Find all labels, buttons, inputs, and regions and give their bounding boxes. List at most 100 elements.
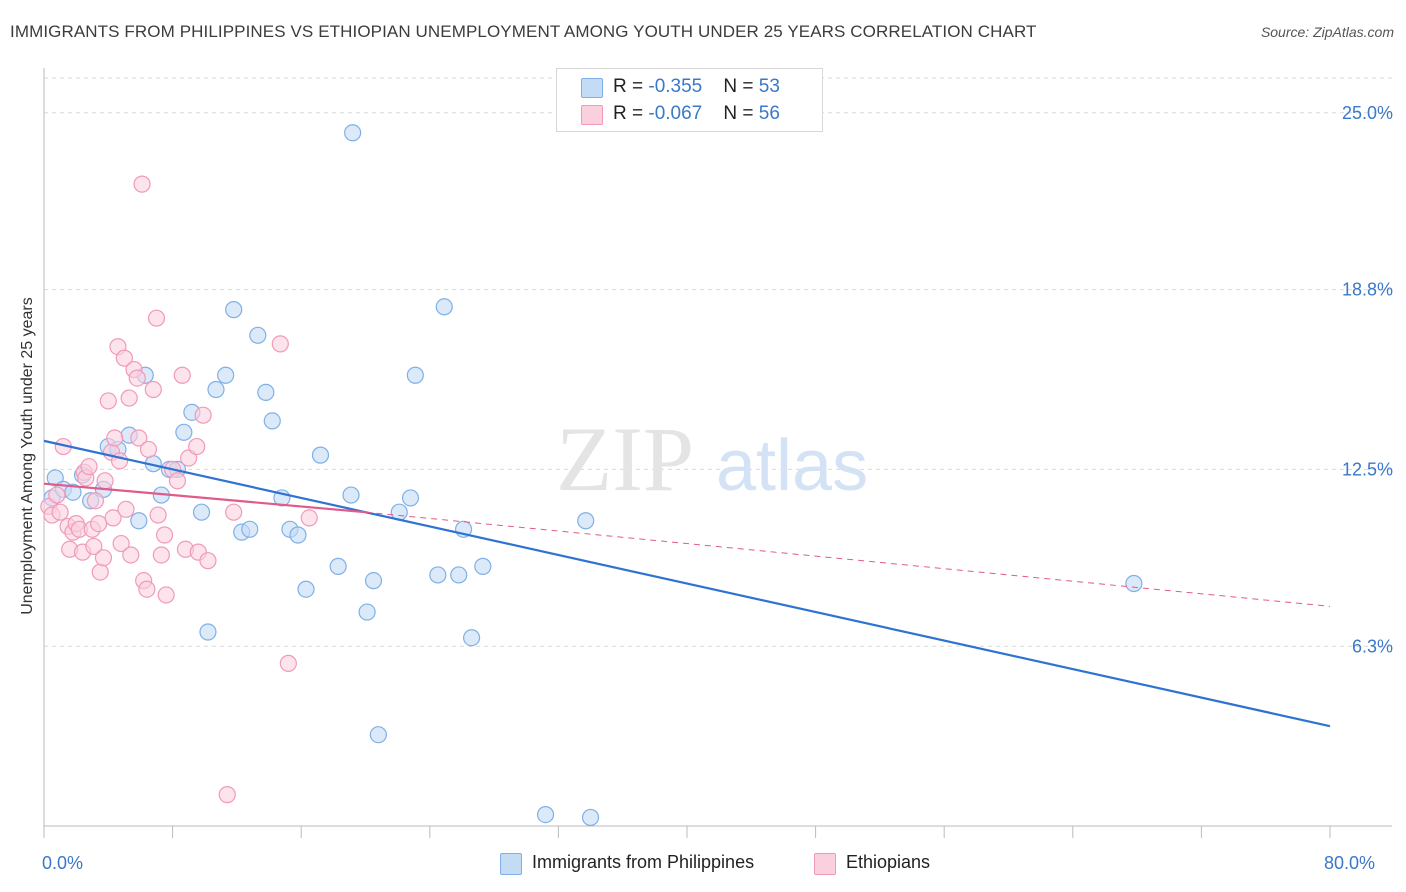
legend-swatch-ethiopians	[581, 105, 603, 125]
ethiopians-point	[120, 389, 138, 407]
source-label: Source: ZipAtlas.com	[1260, 24, 1394, 40]
legend-r-label: R =	[613, 103, 649, 124]
philippines-point	[257, 383, 275, 401]
ethiopians-point	[130, 429, 148, 447]
y-tick-label: 25.0%	[1342, 103, 1393, 123]
philippines-point	[450, 566, 468, 584]
x-tick-max: 80.0%	[1324, 853, 1376, 873]
philippines-point	[199, 623, 217, 641]
ethiopians-point	[115, 349, 133, 367]
legend-n-label: N =	[723, 103, 759, 124]
philippines-point	[1125, 574, 1143, 593]
ethiopians-point	[117, 500, 135, 518]
trend-line-ethiopians	[43, 482, 366, 514]
y-tick-label: 6.3%	[1352, 636, 1393, 656]
ethiopians-point	[144, 380, 162, 399]
ethiopians-point	[147, 309, 166, 327]
y-tick-label: 18.8%	[1342, 280, 1393, 300]
philippines-point	[435, 298, 453, 316]
philippines-point	[207, 380, 225, 399]
bottom-legend-swatch-ethiopians	[814, 853, 836, 875]
philippines-point	[289, 526, 307, 544]
ethiopians-point	[279, 654, 297, 672]
trend-line-philippines	[43, 439, 1331, 728]
ethiopians-point	[188, 437, 206, 456]
watermark-atlas: atlas	[716, 426, 868, 506]
ethiopians-point	[90, 514, 108, 533]
ethiopians-point	[51, 503, 69, 521]
philippines-point	[217, 366, 235, 384]
legend-n-value-ethiopians: 56	[758, 103, 780, 124]
philippines-point	[474, 557, 492, 575]
philippines-point	[192, 503, 211, 521]
ethiopians-point	[85, 537, 103, 556]
philippines-point	[263, 412, 281, 430]
philippines-point	[406, 366, 424, 384]
ethiopians-point	[106, 429, 124, 447]
chart-title: IMMIGRANTS FROM PHILIPPINES VS ETHIOPIAN…	[10, 22, 1037, 41]
ethiopians-point	[133, 175, 151, 193]
philippines-point	[249, 326, 267, 344]
philippines-point	[297, 580, 315, 598]
correlation-legend: R = -0.355 N = 53 R = -0.067 N = 56	[556, 68, 823, 132]
legend-n-value-philippines: 53	[758, 76, 780, 97]
series-ethiopians-points	[40, 175, 318, 804]
ethiopians-point	[218, 786, 236, 804]
watermark-zip: ZIP	[556, 408, 694, 510]
ethiopians-point	[112, 534, 130, 553]
ethiopians-point	[168, 472, 187, 490]
ethiopians-point	[96, 472, 114, 490]
philippines-point	[329, 557, 347, 575]
trend-lines	[43, 439, 1331, 728]
ethiopians-point	[173, 366, 191, 384]
philippines-point	[581, 808, 600, 827]
ethiopians-point	[157, 586, 175, 604]
philippines-point	[536, 805, 555, 824]
ethiopians-point	[104, 509, 122, 527]
ethiopians-point	[139, 440, 158, 459]
ethiopians-point	[48, 486, 66, 504]
ethiopians-point	[128, 369, 146, 387]
ethiopians-point	[199, 552, 217, 570]
ethiopians-point	[94, 549, 113, 567]
legend-r-value-philippines: -0.355	[648, 76, 703, 97]
ethiopians-point	[110, 452, 129, 470]
philippines-point	[225, 301, 243, 319]
legend-n-label: N =	[723, 76, 759, 97]
philippines-point	[342, 486, 360, 504]
ethiopians-point	[225, 503, 243, 521]
philippines-point	[401, 489, 420, 507]
axes	[43, 68, 1392, 838]
watermark: ZIP atlas	[556, 408, 868, 510]
ethiopians-point	[194, 406, 212, 424]
philippines-point	[369, 726, 387, 744]
philippines-point	[364, 572, 383, 590]
legend-r-value-ethiopians: -0.067	[648, 103, 703, 124]
y-tick-label: 12.5%	[1342, 459, 1393, 479]
gridlines	[44, 77, 1392, 647]
philippines-point	[175, 423, 193, 441]
philippines-point	[311, 446, 330, 464]
philippines-point	[358, 603, 376, 621]
ethiopians-point	[99, 392, 117, 410]
philippines-point	[429, 566, 447, 584]
philippines-point	[577, 512, 595, 530]
ethiopians-point	[300, 509, 318, 527]
ethiopians-point	[86, 492, 105, 510]
legend-swatch-philippines	[581, 78, 603, 98]
ethiopians-point	[271, 335, 289, 353]
philippines-point	[462, 629, 481, 647]
ethiopians-point	[91, 563, 109, 581]
trend-line-ethiopians-dashed	[365, 511, 1331, 607]
ethiopians-point	[122, 546, 140, 564]
philippines-point	[241, 520, 259, 538]
philippines-point	[344, 124, 362, 142]
ethiopians-point	[80, 457, 98, 476]
bottom-legend-label-philippines: Immigrants from Philippines	[532, 852, 755, 872]
ethiopians-point	[152, 546, 170, 564]
ethiopians-point	[155, 526, 174, 544]
legend-r-label: R =	[613, 76, 649, 97]
x-tick-min: 0.0%	[42, 853, 84, 873]
ethiopians-point	[149, 506, 167, 524]
